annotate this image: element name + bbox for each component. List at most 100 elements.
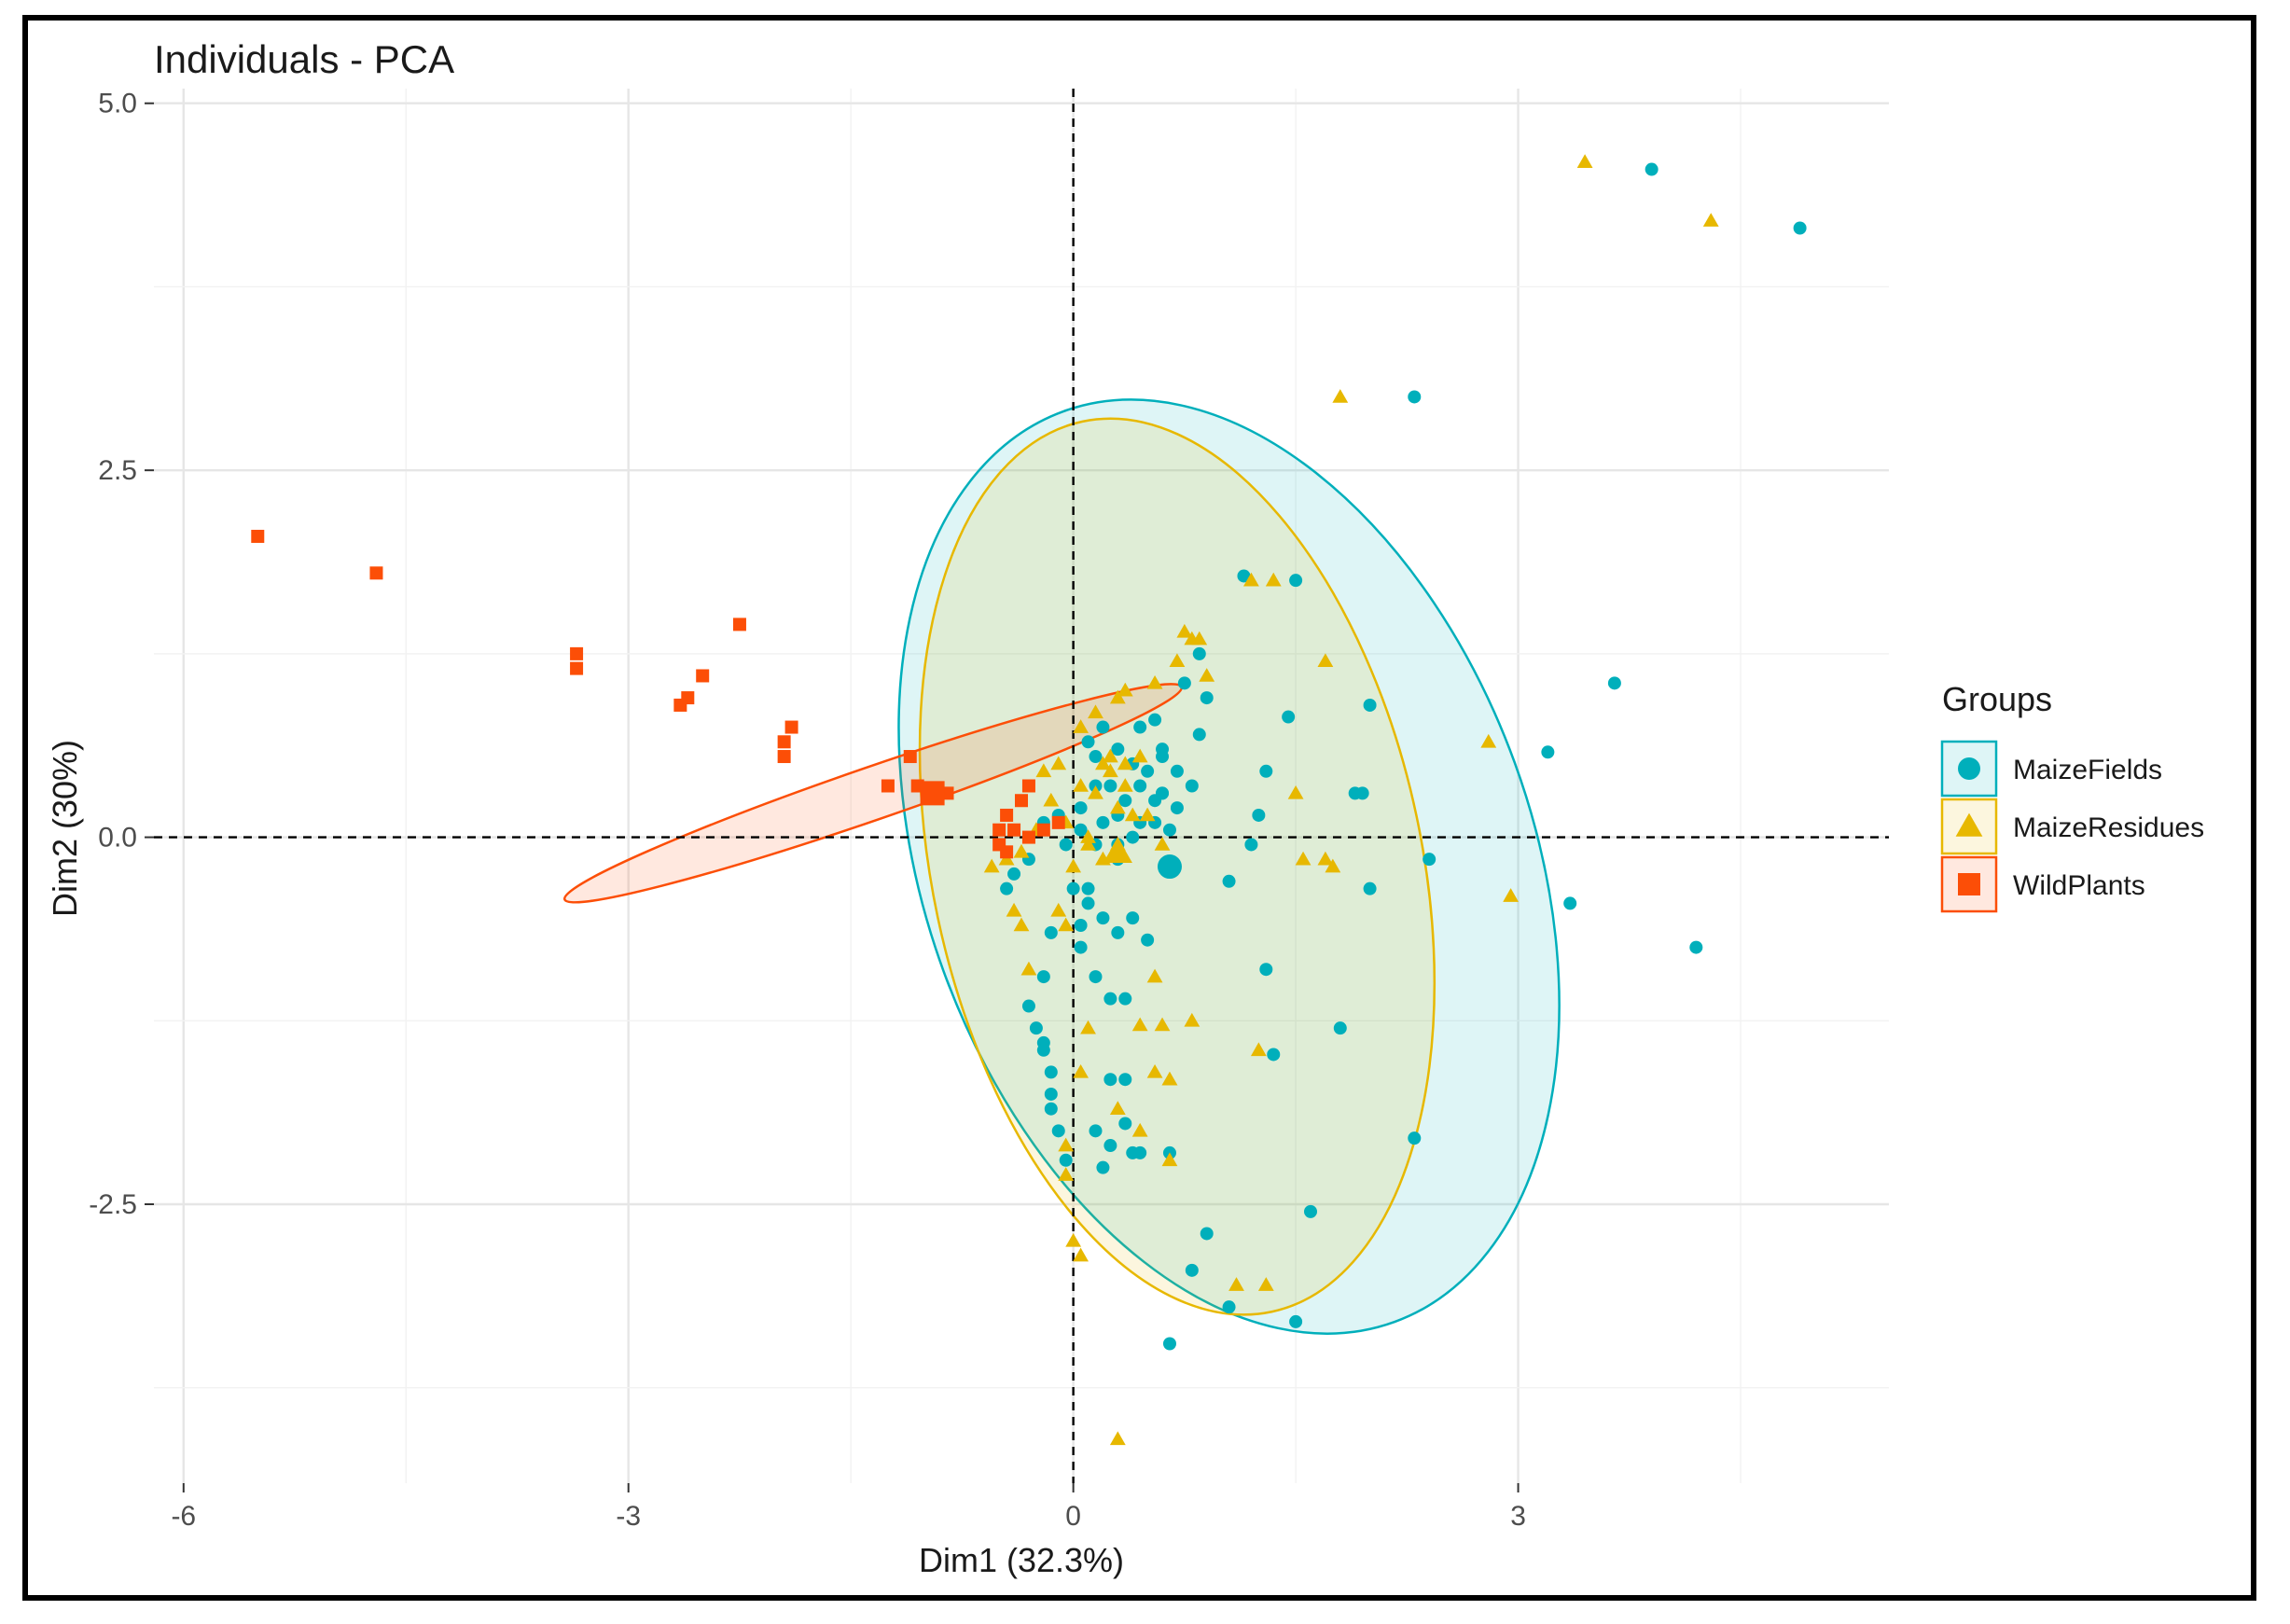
point-maizeresidues <box>1257 1277 1274 1291</box>
point-maizefields <box>1074 919 1088 932</box>
point-maizefields <box>1259 764 1273 778</box>
point-maizefields <box>1200 1227 1214 1241</box>
point-maizeresidues <box>1058 917 1075 932</box>
point-maizefields <box>1244 838 1258 852</box>
point-maizeresidues <box>1317 653 1334 668</box>
point-maizeresidues <box>1006 902 1022 917</box>
point-wildplants <box>673 698 687 712</box>
point-maizeresidues <box>1243 572 1259 587</box>
x-axis-title: Dim1 (32.3%) <box>919 1541 1124 1579</box>
point-maizefields <box>1689 940 1703 954</box>
point-maizefields <box>1044 1065 1058 1079</box>
point-maizefields <box>1133 1145 1147 1159</box>
point-maizefields <box>1192 646 1206 660</box>
y-tick-label: 0.0 <box>98 823 137 854</box>
point-wildplants <box>369 566 383 580</box>
point-maizefields <box>1059 838 1073 852</box>
point-maizeresidues <box>983 858 1000 873</box>
point-maizefields <box>1162 823 1176 837</box>
centroid-wildplants <box>920 781 945 806</box>
point-maizeresidues <box>1131 1017 1148 1032</box>
point-maizeresidues <box>1073 778 1089 792</box>
point-maizeresidues <box>1065 858 1082 873</box>
point-maizeresidues <box>1058 1137 1075 1152</box>
point-maizefields <box>1304 1204 1317 1218</box>
point-maizefields <box>1133 779 1147 793</box>
point-maizefields <box>1036 970 1050 984</box>
point-maizeresidues <box>1131 748 1148 763</box>
point-wildplants <box>1036 823 1050 837</box>
point-maizeresidues <box>1088 704 1103 719</box>
point-maizeresidues <box>1073 719 1089 733</box>
point-maizefields <box>1089 1124 1103 1138</box>
point-maizeresidues <box>1287 784 1304 799</box>
point-maizefields <box>1029 1021 1043 1035</box>
x-tick-label: -6 <box>171 1501 196 1532</box>
point-maizeresidues <box>1161 1071 1178 1086</box>
point-maizefields <box>1645 162 1659 176</box>
point-maizeresidues <box>1102 763 1118 778</box>
point-maizeresidues <box>1109 799 1126 814</box>
point-maizeresidues <box>1332 389 1349 403</box>
point-wildplants <box>992 823 1006 837</box>
centroid-maizefields <box>1157 854 1182 880</box>
point-maizefields <box>1044 1102 1058 1116</box>
point-maizeresidues <box>1146 674 1163 689</box>
point-maizeresidues <box>1013 917 1030 932</box>
x-tick-label: 0 <box>1065 1501 1081 1532</box>
point-maizefields <box>1096 1160 1110 1174</box>
point-maizefields <box>1007 867 1021 881</box>
point-maizefields <box>1170 801 1184 815</box>
point-maizefields <box>1133 720 1147 734</box>
point-maizeresidues <box>1265 572 1282 587</box>
point-maizefields <box>1289 574 1303 588</box>
point-maizefields <box>1126 830 1140 844</box>
point-maizeresidues <box>1073 1063 1089 1078</box>
point-maizeresidues <box>1073 1247 1089 1262</box>
point-maizeresidues <box>1317 851 1334 866</box>
point-maizeresidues <box>1058 1167 1075 1181</box>
data-points <box>251 154 1807 1446</box>
point-wildplants <box>881 779 895 793</box>
point-wildplants <box>1015 794 1028 808</box>
point-maizefields <box>1177 676 1191 690</box>
point-wildplants <box>784 720 798 734</box>
point-maizefields <box>1267 1048 1281 1062</box>
point-maizefields <box>1103 992 1117 1006</box>
point-wildplants <box>696 669 710 683</box>
point-maizefields <box>1333 1021 1347 1035</box>
y-tick-label: 5.0 <box>98 89 137 119</box>
point-maizefields <box>1126 911 1140 925</box>
point-maizefields <box>1111 925 1125 939</box>
point-maizefields <box>1185 1263 1199 1277</box>
point-maizeresidues <box>1117 756 1133 770</box>
reference-lines <box>154 89 1889 1483</box>
point-maizeresidues <box>1146 1063 1163 1078</box>
x-tick-label: 3 <box>1510 1501 1526 1532</box>
legend-label-wildplants: WildPlants <box>2013 870 2145 901</box>
point-maizefields <box>1089 750 1103 764</box>
point-maizeresidues <box>1503 888 1520 902</box>
point-maizefields <box>1074 801 1088 815</box>
point-maizeresidues <box>1295 851 1312 866</box>
point-maizefields <box>1170 764 1184 778</box>
point-maizeresidues <box>1146 968 1163 983</box>
point-maizefields <box>1081 735 1095 749</box>
point-maizefields <box>1408 390 1422 404</box>
point-maizeresidues <box>1065 1232 1082 1247</box>
point-wildplants <box>1007 823 1021 837</box>
point-maizefields <box>1793 221 1807 235</box>
point-maizefields <box>1259 963 1273 977</box>
point-maizefields <box>1074 940 1088 954</box>
point-maizefields <box>1103 779 1117 793</box>
confidence-ellipses <box>562 398 1561 1335</box>
point-maizefields <box>1111 743 1125 756</box>
point-maizefields <box>1563 896 1577 910</box>
point-maizefields <box>1408 1131 1422 1145</box>
point-maizefields <box>1118 992 1132 1006</box>
point-maizeresidues <box>1080 837 1096 851</box>
point-maizefields <box>1096 720 1110 734</box>
point-maizefields <box>1141 933 1155 947</box>
point-maizeresidues <box>1095 756 1111 770</box>
point-maizefields <box>1089 970 1103 984</box>
